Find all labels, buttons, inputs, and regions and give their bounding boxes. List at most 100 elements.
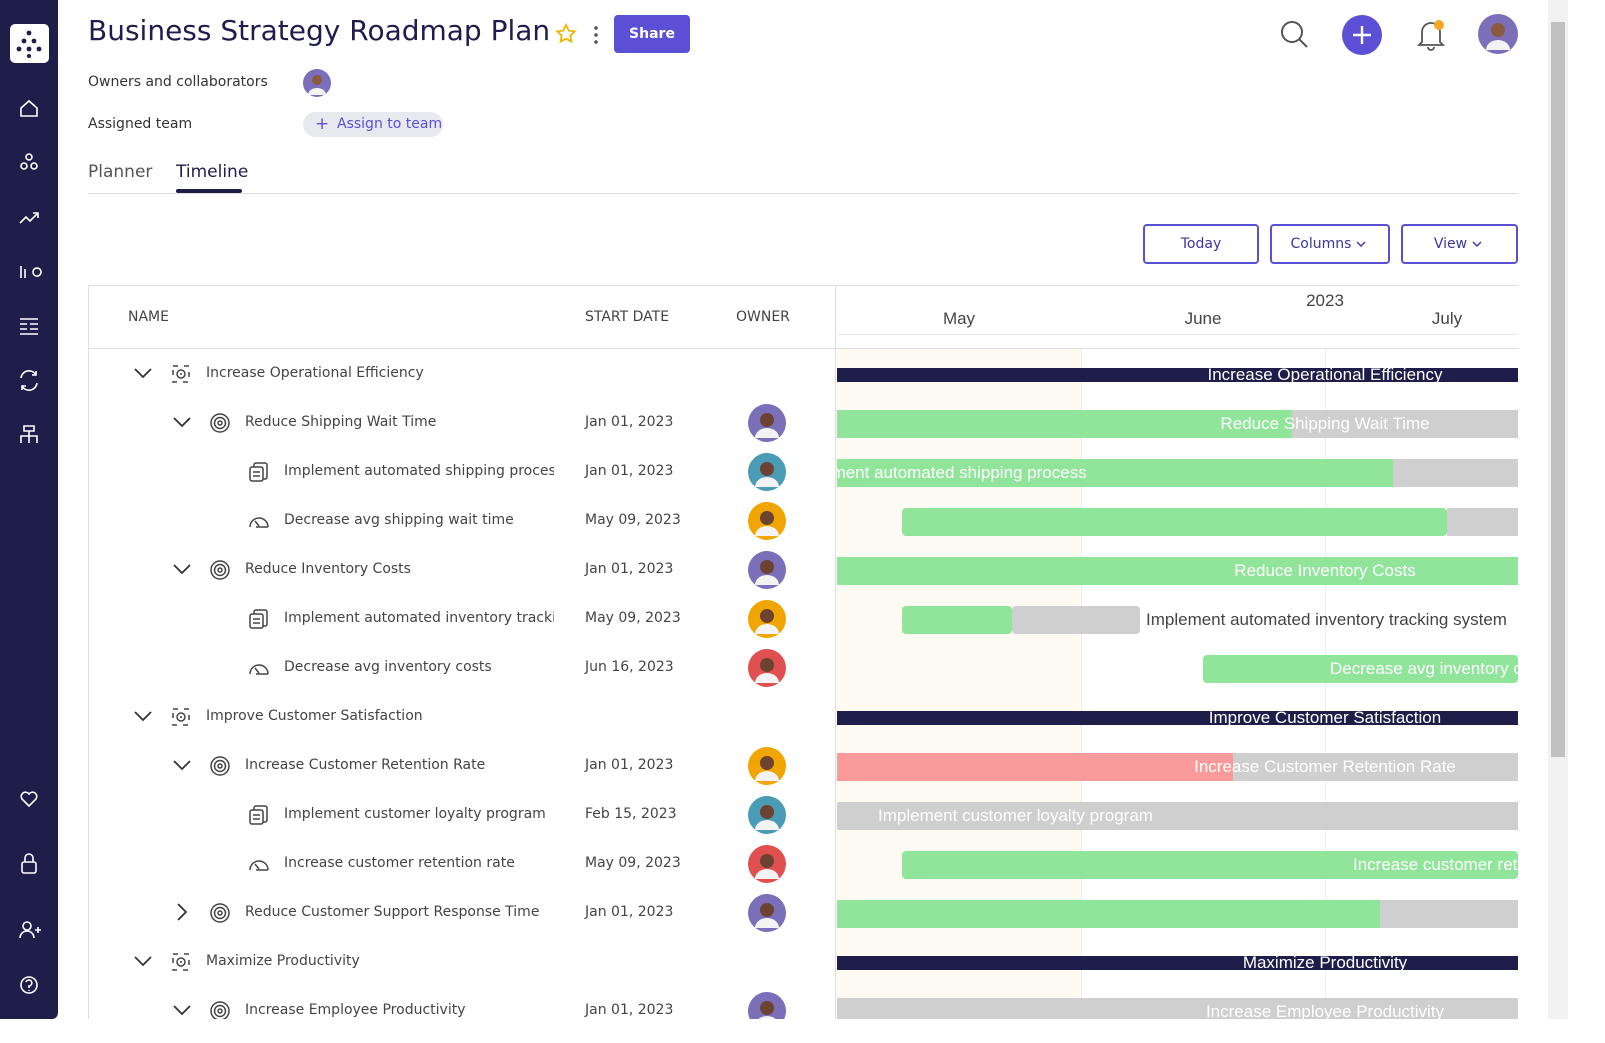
owner-avatar: [747, 844, 787, 888]
bar-label: Improve Customer Satisfaction: [1208, 708, 1442, 727]
bar-label: Decrease avg inventory costs: [1330, 659, 1518, 678]
bar-label: Increase Employee Productivity: [1205, 1002, 1445, 1019]
columns-button[interactable]: Columns: [1270, 224, 1390, 264]
owner-avatar-graphic: [748, 894, 786, 932]
columns-label: Columns: [1290, 236, 1352, 252]
year-label: 2023: [1306, 291, 1344, 310]
start-date: Jan 01, 2023: [585, 561, 674, 577]
item-icon-graphic: [210, 903, 230, 923]
assign-plus: +: [315, 114, 330, 134]
remaining-bar: [1292, 410, 1518, 438]
bar-label: Increase Operational Efficiency: [1207, 365, 1443, 384]
progress-bar: [837, 753, 1233, 781]
expand-toggle[interactable]: [171, 755, 193, 781]
view-label: View: [1433, 236, 1468, 252]
tab-planner[interactable]: Planner: [88, 162, 153, 182]
assign-team[interactable]: Assign to team: [337, 116, 443, 132]
expand-toggle-graphic: [173, 417, 191, 428]
start-date: May 09, 2023: [585, 610, 681, 626]
progress-bar: [902, 851, 1518, 879]
start-date: Feb 15, 2023: [585, 806, 677, 822]
owner-avatar-graphic: [748, 747, 786, 785]
expand-toggle-graphic: [134, 368, 152, 379]
add-button[interactable]: [1341, 14, 1383, 56]
item-name: Improve Customer Satisfaction: [206, 708, 423, 724]
item-icon-graphic: [172, 953, 190, 971]
tab-divider: [88, 193, 1518, 194]
item-icon: [248, 608, 270, 634]
expand-toggle[interactable]: [132, 951, 154, 977]
item-icon-graphic: [172, 708, 190, 726]
expand-toggle[interactable]: [132, 706, 154, 732]
owner-avatar: [747, 893, 787, 937]
remaining-bar: [1233, 753, 1518, 781]
owner-avatar: [747, 746, 787, 790]
timeline-header-line: [837, 334, 1518, 335]
owner-avatar-graphic: [748, 845, 786, 883]
expand-toggle[interactable]: [171, 412, 193, 438]
owner-avatar-graphic: [748, 600, 786, 638]
item-name: Implement automated inventory trackin...: [284, 610, 554, 626]
item-icon: [248, 657, 270, 683]
expand-toggle[interactable]: [171, 1000, 193, 1019]
item-name: Reduce Shipping Wait Time: [245, 414, 437, 430]
share-button[interactable]: Share: [614, 15, 690, 53]
chevron: [1472, 241, 1482, 247]
progress-bar: [1203, 655, 1518, 683]
timeline-row: Increase customer retention rate: [837, 839, 1518, 887]
timeline-row: Improve Customer Satisfaction: [837, 692, 1518, 740]
owner-avatar: [747, 599, 787, 643]
owner-avatar: [747, 550, 787, 594]
expand-toggle[interactable]: [132, 363, 154, 389]
item-icon: [170, 706, 192, 732]
more-menu[interactable]: [590, 24, 602, 46]
item-name: Reduce Inventory Costs: [245, 561, 411, 577]
item-icon: [209, 1000, 231, 1019]
bar-label: Maximize Productivity: [1242, 953, 1408, 972]
timeline-row: [837, 496, 1518, 544]
view-button[interactable]: View: [1401, 224, 1518, 264]
item-name: Decrease avg shipping wait time: [284, 512, 514, 528]
month-line: [1081, 349, 1082, 1019]
month-label: May: [942, 309, 976, 328]
progress-bar: [902, 606, 1012, 634]
notifications[interactable]: [1414, 16, 1448, 52]
item-icon: [209, 559, 231, 585]
expand-toggle[interactable]: [171, 559, 193, 585]
owner-avatar-graphic: [748, 453, 786, 491]
timeline-row: [837, 888, 1518, 936]
favorite-star[interactable]: [554, 22, 578, 46]
expand-toggle-graphic: [134, 956, 152, 967]
owner-avatar: [747, 452, 787, 496]
bar-label: Increase customer retention rate: [1353, 855, 1518, 874]
item-name: Decrease avg inventory costs: [284, 659, 492, 675]
progress-bar: [902, 508, 1447, 536]
timeline-row: Maximize Productivity: [837, 937, 1518, 985]
owner-avatar-graphic: [748, 551, 786, 589]
timeline-row: Increase Employee Productivity: [837, 986, 1518, 1019]
search-icon[interactable]: [1278, 18, 1310, 50]
month-label: July: [1431, 309, 1463, 328]
start-date: Jun 16, 2023: [585, 659, 674, 675]
item-icon-graphic: [210, 756, 230, 776]
owner-avatar: [747, 648, 787, 692]
assign-pill[interactable]: [303, 112, 443, 137]
item-name: Implement customer loyalty program: [284, 806, 546, 822]
timeline-row: Decrease avg inventory costs: [837, 643, 1518, 691]
col-start: START DATE: [585, 309, 670, 325]
start-date: Jan 01, 2023: [585, 414, 674, 430]
scrollbar[interactable]: [1548, 0, 1568, 1019]
user-avatar[interactable]: [1478, 14, 1518, 54]
tab-timeline[interactable]: Timeline: [176, 162, 249, 182]
owner-avatar: [747, 501, 787, 545]
item-icon: [209, 902, 231, 928]
scroll-thumb[interactable]: [1551, 22, 1565, 757]
item-icon-graphic: [249, 805, 268, 825]
month-label: June: [1184, 309, 1222, 328]
item-name: Implement automated shipping process: [284, 463, 554, 479]
item-name: Increase Employee Productivity: [245, 1002, 466, 1018]
expand-toggle[interactable]: [171, 902, 193, 928]
owner-avatar-graphic: [748, 796, 786, 834]
today-button[interactable]: Today: [1143, 224, 1259, 264]
item-icon: [170, 951, 192, 977]
